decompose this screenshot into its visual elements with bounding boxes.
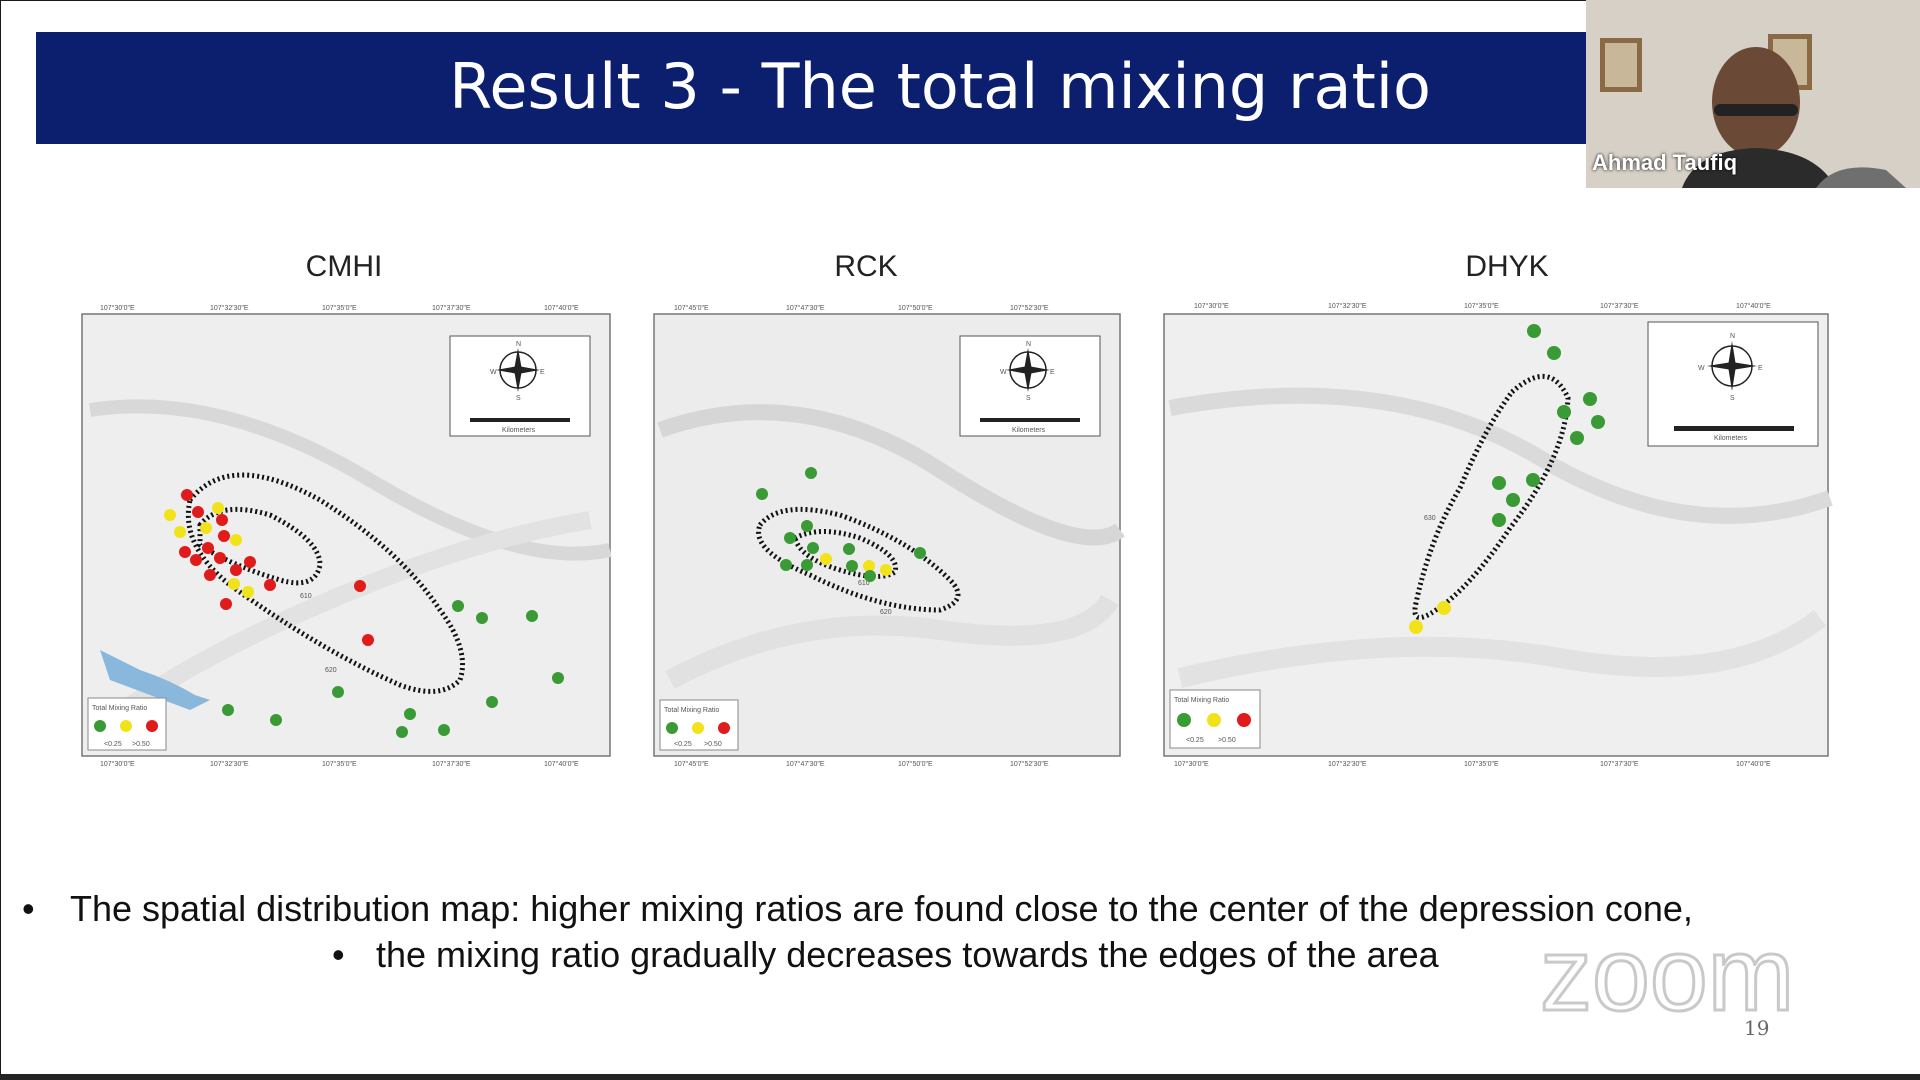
legend-high: >0.50	[704, 741, 722, 748]
bullet-item: • The spatial distribution map: higher mi…	[22, 888, 1693, 930]
x-tick: 107°35'0"E	[1464, 760, 1499, 768]
compass-n: N	[516, 341, 521, 348]
bullet-icon: •	[332, 934, 345, 975]
sample-points	[1409, 324, 1605, 634]
scale-bar	[1674, 426, 1794, 431]
panel-label-rck: RCK	[834, 250, 898, 283]
legend-high: >0.50	[1218, 737, 1236, 744]
legend-title: Total Mixing Ratio	[92, 705, 147, 712]
x-tick: 107°45'0"E	[674, 760, 709, 768]
legend-high: >0.50	[132, 741, 150, 748]
contour-label-630: 630	[1424, 515, 1436, 522]
contour-label-610: 610	[858, 580, 870, 587]
x-tick: 107°40'0"E	[1736, 302, 1771, 310]
legend-title: Total Mixing Ratio	[664, 707, 719, 714]
scale-label: Kilometers	[1012, 427, 1046, 434]
bullet-icon: •	[22, 888, 35, 929]
sample-points	[164, 489, 564, 738]
contour-610	[792, 529, 899, 579]
bullet-text: the mixing ratio gradually decreases tow…	[376, 934, 1439, 975]
bullet-item: • the mixing ratio gradually decreases to…	[332, 934, 1439, 976]
lake-shape	[100, 650, 210, 710]
x-tick: 107°52'30"E	[1010, 304, 1049, 312]
x-tick: 107°32'30"E	[210, 760, 249, 768]
compass-e: E	[1758, 365, 1763, 372]
x-tick: 107°32'30"E	[1328, 760, 1367, 768]
bullet-text: The spatial distribution map: higher mix…	[70, 888, 1693, 929]
map-rck: 610 620 N S E W Kilometers Total Mixing …	[640, 300, 1130, 770]
x-tick: 107°47'30"E	[786, 304, 825, 312]
legend-low: <0.25	[674, 741, 692, 748]
x-tick: 107°45'0"E	[674, 304, 709, 312]
legend-title: Total Mixing Ratio	[1174, 697, 1229, 704]
contour-label-620: 620	[880, 609, 892, 616]
bottom-border	[0, 1074, 1920, 1080]
x-tick: 107°40'0"E	[1736, 760, 1771, 768]
x-tick: 107°30'0"E	[100, 760, 135, 768]
panel-label-dhyk: DHYK	[1465, 250, 1549, 283]
x-tick: 107°40'0"E	[544, 304, 579, 312]
zoom-watermark: zoom	[1540, 930, 1796, 1020]
x-tick: 107°50'0"E	[898, 760, 933, 768]
x-tick: 107°37'30"E	[1600, 760, 1639, 768]
x-tick: 107°30'0"E	[100, 304, 135, 312]
compass-icon	[1707, 341, 1757, 391]
compass-w: W	[490, 369, 497, 376]
contour-label-620: 620	[325, 667, 337, 674]
svg-text:zoom: zoom	[1540, 930, 1794, 1020]
x-tick: 107°32'30"E	[1328, 302, 1367, 310]
x-tick: 107°50'0"E	[898, 304, 933, 312]
x-tick: 107°37'30"E	[1600, 302, 1639, 310]
compass-w: W	[1698, 365, 1705, 372]
compass-e: E	[540, 369, 545, 376]
slide-title: Result 3 - The total mixing ratio	[449, 50, 1431, 123]
panel-label-cmhi: CMHI	[305, 250, 383, 283]
x-tick: 107°40'0"E	[544, 760, 579, 768]
participant-video	[1586, 0, 1920, 188]
participant-name: Ahmad Taufiq	[1592, 150, 1738, 175]
scale-label: Kilometers	[1714, 435, 1748, 442]
compass-icon	[1006, 348, 1050, 392]
legend-low: <0.25	[1186, 737, 1204, 744]
compass-n: N	[1730, 333, 1735, 340]
slide-title-bar	[36, 32, 1586, 144]
compass-s: S	[1026, 395, 1031, 402]
x-tick: 107°35'0"E	[1464, 302, 1499, 310]
x-tick: 107°47'30"E	[786, 760, 825, 768]
x-tick: 107°37'30"E	[432, 304, 471, 312]
compass-n: N	[1026, 341, 1031, 348]
page-number: 19	[1744, 1016, 1770, 1040]
x-tick: 107°32'30"E	[210, 304, 249, 312]
contour-label-610: 610	[300, 593, 312, 600]
compass-s: S	[516, 395, 521, 402]
compass-e: E	[1050, 369, 1055, 376]
sample-points	[756, 467, 926, 582]
x-tick: 107°30'0"E	[1194, 302, 1229, 310]
x-tick: 107°52'30"E	[1010, 760, 1049, 768]
compass-icon	[496, 348, 540, 392]
scale-label: Kilometers	[502, 427, 536, 434]
map-dhyk: 630 N S E W Kilometers Total Mixing Rati…	[1140, 298, 1840, 770]
x-tick: 107°37'30"E	[432, 760, 471, 768]
compass-s: S	[1730, 395, 1735, 402]
map-cmhi: 610 620 N S E W Kilometers Total Mixing …	[70, 300, 620, 770]
scale-bar	[470, 418, 570, 422]
compass-w: W	[1000, 369, 1007, 376]
x-tick: 107°35'0"E	[322, 304, 357, 312]
participant-video-tile[interactable]: Ahmad Taufiq	[1586, 0, 1920, 188]
x-tick: 107°35'0"E	[322, 760, 357, 768]
contour-630	[1412, 374, 1571, 620]
scale-bar	[980, 418, 1080, 422]
legend-low: <0.25	[104, 741, 122, 748]
x-tick: 107°30'0"E	[1174, 760, 1209, 768]
